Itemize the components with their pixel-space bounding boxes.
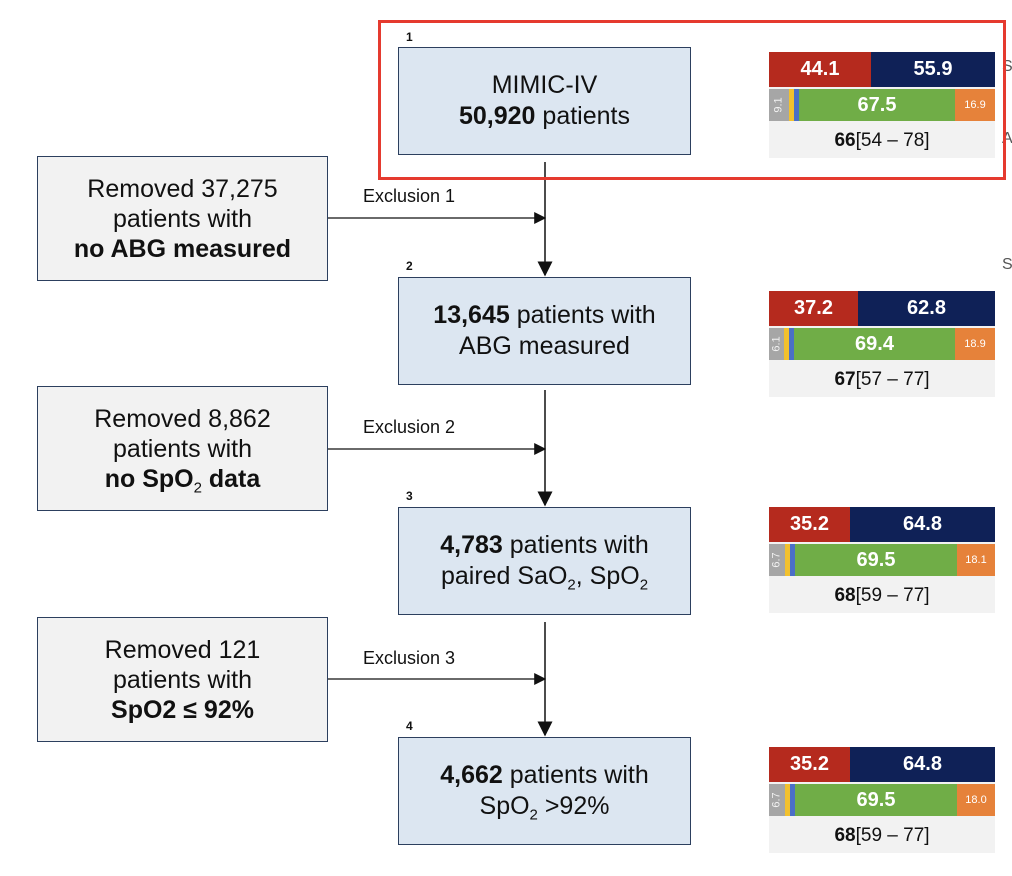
race-blue-segment (790, 544, 795, 576)
step-1-line1: MIMIC-IV (491, 71, 598, 99)
race-blue-segment (789, 328, 794, 360)
sex-female-segment: 35.2 (769, 747, 850, 782)
sex-bar: 35.2 64.8 (769, 507, 995, 542)
exclusion-3-line1: Removed 121 (104, 635, 261, 664)
race-blue-segment (790, 784, 795, 816)
race-orange-segment: 18.9 (955, 328, 995, 360)
sex-male-segment: 62.8 (858, 291, 995, 326)
exclusion-1-line3: no ABG measured (73, 234, 292, 263)
exclusion-label-3: Exclusion 3 (363, 648, 456, 668)
exclusion-label-2: Exclusion 2 (363, 417, 456, 437)
sex-female-segment: 35.2 (769, 507, 850, 542)
step-1-line2: 50,920 patients (459, 102, 630, 130)
exclusion-box-1: Removed 37,275 patients with no ABG meas… (37, 156, 328, 281)
exclusion-3-line2: patients with (113, 665, 252, 694)
sex-bar: 35.2 64.8 (769, 747, 995, 782)
race-yellow-segment (784, 328, 789, 360)
age-summary: 68 [59 – 77] (834, 585, 930, 606)
race-yellow-segment (789, 89, 794, 121)
race-gray-segment: 9.1 (769, 89, 789, 121)
step-2-line1: 13,645 patients with (433, 301, 656, 329)
step-box-3: 4,783 patients with paired SaO2, SpO2 (398, 507, 691, 615)
step-number-1: 1 (406, 30, 413, 44)
sex-male-segment: 64.8 (850, 747, 995, 782)
race-gray-segment: 6.1 (769, 328, 784, 360)
race-orange-segment: 18.1 (957, 544, 995, 576)
race-yellow-segment (785, 784, 790, 816)
race-green-segment: 67.5 (799, 89, 955, 121)
race-gray-segment: 6.7 (769, 544, 785, 576)
sex-male-segment: 64.8 (850, 507, 995, 542)
race-green-segment: 69.4 (794, 328, 955, 360)
race-bar: 6.7 69.5 18.1 (769, 544, 995, 576)
exclusion-2-line1: Removed 8,862 (94, 404, 271, 433)
step-3-line1: 4,783 patients with (440, 531, 649, 559)
exclusion-3-line3: SpO2 ≤ 92% (111, 695, 254, 724)
exclusion-box-3: Removed 121 patients with SpO2 ≤ 92% (37, 617, 328, 742)
sex-male-segment: 55.9 (871, 52, 995, 87)
race-orange-segment: 18.0 (957, 784, 995, 816)
age-summary: 68 [59 – 77] (834, 825, 930, 846)
step-number-4: 4 (406, 719, 413, 733)
edge-glyph-2: A (1002, 130, 1012, 147)
race-green-segment: 69.5 (795, 544, 957, 576)
race-bar: 9.1 67.5 16.9 (769, 89, 995, 121)
stat-panel-2: 37.2 62.8 6.1 69.4 18.9 67 [57 – 77] (769, 291, 995, 397)
race-bar: 6.7 69.5 18.0 (769, 784, 995, 816)
stat-panel-1: 44.1 55.9 9.1 67.5 16.9 66 [54 – 78] (769, 52, 995, 158)
race-gray-segment: 6.7 (769, 784, 785, 816)
stat-panel-3: 35.2 64.8 6.7 69.5 18.1 68 [59 – 77] (769, 507, 995, 613)
edge-glyph-3: S (1002, 256, 1012, 273)
exclusion-2-line3: no SpO2 data (104, 464, 261, 496)
race-orange-segment: 16.9 (955, 89, 995, 121)
race-green-segment: 69.5 (795, 784, 957, 816)
edge-glyph-1: S (1002, 58, 1012, 75)
step-4-line2: SpO2 >92% (479, 792, 610, 824)
exclusion-box-2: Removed 8,862 patients with no SpO2 data (37, 386, 328, 511)
race-blue-segment (794, 89, 799, 121)
sex-bar: 37.2 62.8 (769, 291, 995, 326)
highlight-rectangle (378, 20, 1006, 180)
age-summary: 66 [54 – 78] (834, 130, 930, 151)
step-2-line2: ABG measured (459, 332, 630, 360)
sex-female-segment: 37.2 (769, 291, 858, 326)
age-summary: 67 [57 – 77] (834, 369, 930, 390)
step-box-1: MIMIC-IV 50,920 patients (398, 47, 691, 155)
sex-female-segment: 44.1 (769, 52, 871, 87)
step-box-2: 13,645 patients with ABG measured (398, 277, 691, 385)
step-3-line2: paired SaO2, SpO2 (440, 562, 649, 594)
exclusion-label-1: Exclusion 1 (363, 186, 456, 206)
step-number-3: 3 (406, 489, 413, 503)
stat-panel-4: 35.2 64.8 6.7 69.5 18.0 68 [59 – 77] (769, 747, 995, 853)
race-yellow-segment (785, 544, 790, 576)
sex-bar: 44.1 55.9 (769, 52, 995, 87)
step-4-line1: 4,662 patients with (440, 761, 649, 789)
exclusion-1-line2: patients with (113, 204, 252, 233)
step-box-4: 4,662 patients with SpO2 >92% (398, 737, 691, 845)
step-number-2: 2 (406, 259, 413, 273)
exclusion-1-line1: Removed 37,275 (87, 174, 278, 203)
race-bar: 6.1 69.4 18.9 (769, 328, 995, 360)
exclusion-2-line2: patients with (113, 434, 252, 463)
